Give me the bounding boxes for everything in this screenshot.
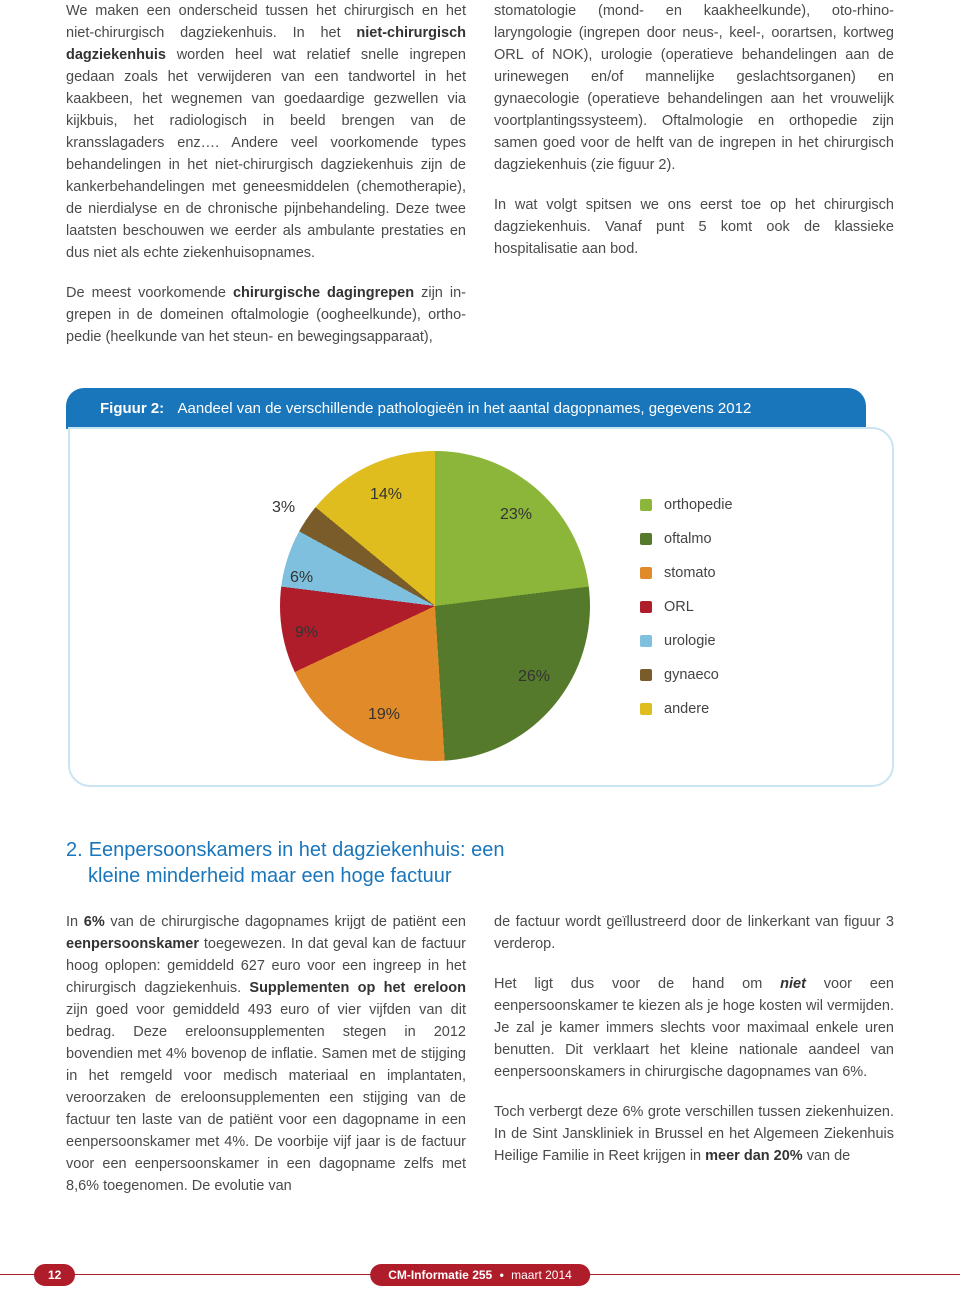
pie-slice-label: 9% — [295, 624, 318, 642]
footer-publication: CM-Informatie 255 • maart 2014 — [370, 1264, 590, 1286]
legend-label: stomato — [664, 565, 716, 581]
section-title-line: kleine minderheid maar een hoge factuur — [66, 863, 894, 889]
legend-label: orthopedie — [664, 497, 733, 513]
legend-swatch — [640, 567, 652, 579]
section-number: 2. — [66, 839, 83, 861]
pie-circle — [280, 451, 590, 761]
section-2-left: In 6% van de chirurgische dagopnames kri… — [66, 911, 466, 1197]
text-bold: chirurgische dagingrepen — [233, 285, 414, 301]
legend-swatch — [640, 499, 652, 511]
intro-left-p2: De meest voorkomende chirurgische daging… — [66, 282, 466, 348]
legend-swatch — [640, 703, 652, 715]
text-bold: 6% — [84, 914, 105, 930]
legend-item: orthopedie — [640, 497, 733, 513]
section-2-columns: In 6% van de chirurgische dagopnames kri… — [66, 911, 894, 1197]
footer-separator: • — [496, 1268, 508, 1282]
text-bold: meer dan 20% — [705, 1148, 803, 1164]
pie-slice-label: 14% — [370, 486, 402, 504]
pie-slice-label: 19% — [368, 706, 400, 724]
intro-columns: We maken een onderscheid tussen het chir… — [66, 0, 894, 348]
intro-right-p1: stomatologie (mond- en kaakheelkunde), o… — [494, 0, 894, 176]
pie-legend: orthopedie oftalmo stomato ORL urologie gynae… — [640, 497, 733, 735]
section-2-left-p: In 6% van de chirurgische dagopnames kri… — [66, 911, 466, 1197]
intro-left-column: We maken een onderscheid tussen het chir… — [66, 0, 466, 348]
legend-item: ORL — [640, 599, 733, 615]
pie-slice-label: 23% — [500, 506, 532, 524]
text-run: Het ligt dus voor de hand om — [494, 976, 780, 992]
legend-swatch — [640, 669, 652, 681]
section-2-heading: 2. Eenpersoonskamers in het dagziekenhuis… — [66, 837, 894, 889]
legend-label: ORL — [664, 599, 694, 615]
figure-caption-label: Figuur 2: — [100, 400, 164, 417]
intro-right-p2: In wat volgt spitsen we ons eerst toe op… — [494, 194, 894, 260]
section-2-right-p1: de factuur wordt geïllustreerd door de l… — [494, 911, 894, 955]
text-run: De meest voorkomende — [66, 285, 233, 301]
pie-slice-label: 26% — [518, 668, 550, 686]
pie-slice-label: 3% — [272, 499, 295, 517]
legend-swatch — [640, 635, 652, 647]
figure-2: Figuur 2: Aandeel van de verschillende p… — [66, 388, 894, 787]
text-run: van de — [803, 1148, 851, 1164]
text-run: van de chirurgische dagopnames krijgt de… — [105, 914, 466, 930]
figure-body: 23% 26% 19% 9% 6% 3% 14% orthopedie oftalmo stom… — [68, 427, 894, 787]
section-2-right-p3: Toch verbergt deze 6% grote verschillen … — [494, 1101, 894, 1167]
intro-left-p1: We maken een onderscheid tussen het chir… — [66, 0, 466, 264]
footer-pub-name: CM-Informatie 255 — [388, 1268, 492, 1282]
legend-item: stomato — [640, 565, 733, 581]
section-title-line: Eenpersoonskamers in het dagziekenhuis: … — [89, 839, 505, 861]
legend-item: gynaeco — [640, 667, 733, 683]
legend-label: andere — [664, 701, 709, 717]
text-run: zijn goed voor gemiddeld 493 euro of vie… — [66, 1002, 466, 1194]
legend-label: urologie — [664, 633, 716, 649]
pie-chart: 23% 26% 19% 9% 6% 3% 14% — [270, 451, 590, 761]
footer-date: maart 2014 — [511, 1268, 572, 1282]
section-2-right-p2: Het ligt dus voor de hand om niet voor e… — [494, 973, 894, 1083]
section-2-right: de factuur wordt geïllustreerd door de l… — [494, 911, 894, 1197]
figure-caption: Figuur 2: Aandeel van de verschillende p… — [66, 388, 866, 429]
legend-item: andere — [640, 701, 733, 717]
page-number-badge: 12 — [34, 1264, 75, 1286]
legend-swatch — [640, 533, 652, 545]
figure-caption-text: Aandeel van de verschillende pathologieë… — [178, 400, 752, 417]
legend-label: gynaeco — [664, 667, 719, 683]
text-bold: Supplementen op het ereloon — [249, 980, 466, 996]
text-run: worden heel wat relatief snelle ingrepen… — [66, 47, 466, 261]
text-run: In — [66, 914, 84, 930]
pie-slice-label: 6% — [290, 569, 313, 587]
page-footer: 12 CM-Informatie 255 • maart 2014 — [0, 1264, 960, 1286]
text-bold: eenpersoonskamer — [66, 936, 199, 952]
legend-label: oftalmo — [664, 531, 712, 547]
legend-swatch — [640, 601, 652, 613]
text-emphasis: niet — [780, 976, 806, 992]
intro-right-column: stomatologie (mond- en kaakheelkunde), o… — [494, 0, 894, 348]
legend-item: urologie — [640, 633, 733, 649]
legend-item: oftalmo — [640, 531, 733, 547]
